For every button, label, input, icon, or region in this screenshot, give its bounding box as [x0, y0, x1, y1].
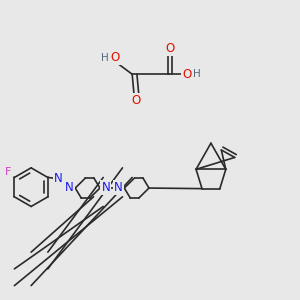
Text: F: F — [5, 167, 12, 177]
Text: O: O — [182, 68, 191, 81]
Text: H: H — [194, 69, 201, 79]
Text: O: O — [165, 42, 175, 55]
Text: H: H — [100, 52, 108, 63]
Text: O: O — [110, 51, 120, 64]
Text: N: N — [114, 181, 123, 194]
Text: O: O — [131, 94, 140, 107]
Text: N: N — [54, 172, 63, 185]
Text: N: N — [65, 181, 74, 194]
Text: N: N — [101, 181, 110, 194]
